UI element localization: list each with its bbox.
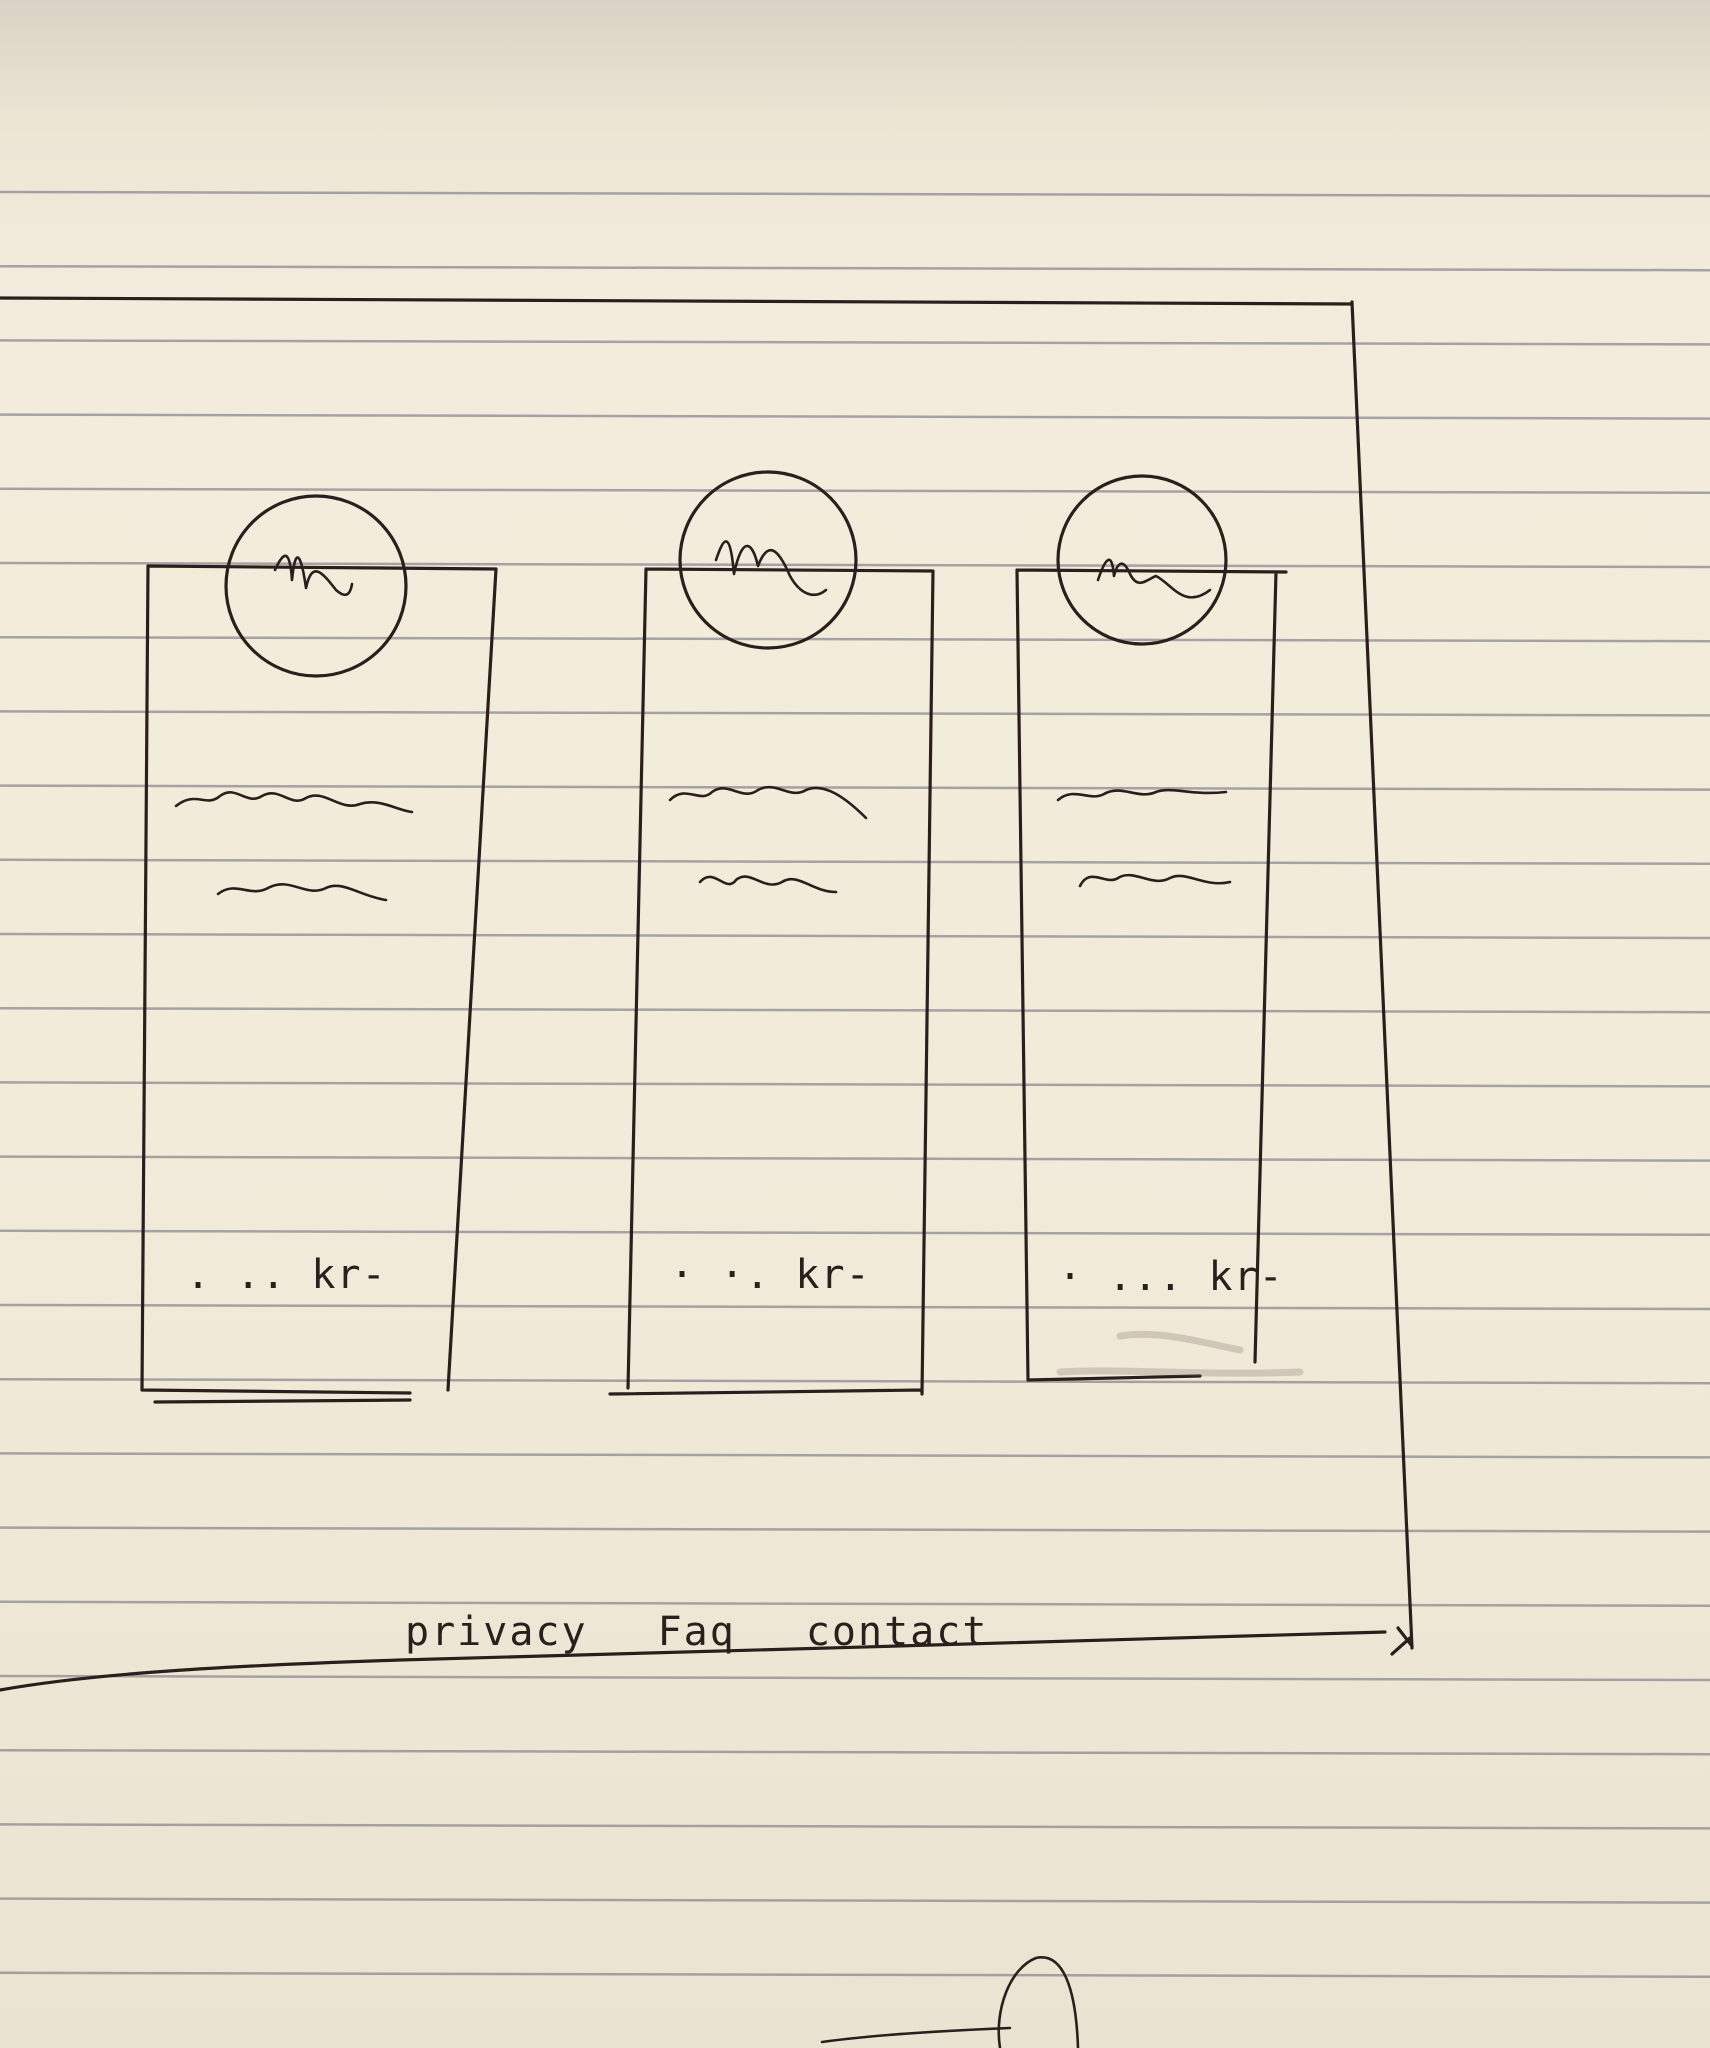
card-1-price: . .. kr- bbox=[186, 1252, 387, 1298]
footer-link-faq[interactable]: Faq bbox=[657, 1609, 736, 1655]
ruled-line bbox=[0, 1303, 1710, 1311]
ruled-line bbox=[0, 784, 1710, 791]
ruled-line bbox=[0, 1452, 1710, 1459]
ruled-line bbox=[0, 1081, 1710, 1088]
ruled-line bbox=[0, 1600, 1710, 1608]
ruled-line bbox=[0, 1897, 1710, 1904]
card-3-subtitle-line bbox=[1078, 873, 1232, 888]
ruled-line bbox=[0, 1377, 1710, 1385]
ruled-line bbox=[0, 1229, 1710, 1237]
ruled-line bbox=[0, 413, 1710, 420]
card-1[interactable] bbox=[140, 494, 498, 1404]
card-1-subtitle-line bbox=[216, 883, 388, 902]
bottom-doodle bbox=[820, 1956, 1080, 2048]
ruled-line bbox=[0, 190, 1710, 198]
card-3-avatar-icon bbox=[1056, 474, 1228, 646]
footer-link-contact[interactable]: contact bbox=[805, 1609, 989, 1655]
ruled-line bbox=[0, 1674, 1710, 1682]
footer-nav: privacy Faq contact bbox=[405, 1595, 1025, 1655]
card-3[interactable] bbox=[1015, 474, 1304, 1382]
ruled-line bbox=[0, 339, 1710, 346]
card-3-border bbox=[1015, 568, 1288, 1382]
ruled-line bbox=[0, 1006, 1710, 1014]
card-2-title-line bbox=[668, 785, 868, 820]
ruled-line bbox=[0, 1526, 1710, 1533]
card-2-price: · ·. kr- bbox=[670, 1252, 871, 1298]
ruled-line bbox=[0, 1155, 1710, 1162]
card-3-eraser-smudge bbox=[1056, 1330, 1304, 1377]
ruled-line bbox=[0, 487, 1710, 495]
ruled-line bbox=[0, 1823, 1710, 1830]
card-2-border bbox=[608, 567, 935, 1396]
card-1-border bbox=[140, 564, 498, 1404]
ruled-line bbox=[0, 932, 1710, 940]
card-3-price: · ... kr- bbox=[1058, 1254, 1284, 1300]
card-1-avatar-icon bbox=[224, 494, 408, 678]
card-3-title-line bbox=[1056, 788, 1228, 802]
ruled-line bbox=[0, 264, 1710, 272]
ruled-line bbox=[0, 858, 1710, 866]
footer-link-privacy[interactable]: privacy bbox=[405, 1609, 588, 1655]
ruled-line bbox=[0, 1971, 1710, 1979]
ruled-line bbox=[0, 1748, 1710, 1756]
ruled-line bbox=[0, 635, 1710, 643]
ruled-line bbox=[0, 710, 1710, 717]
card-2-subtitle-line bbox=[698, 875, 838, 894]
card-1-title-line bbox=[174, 791, 414, 814]
page-frame bbox=[0, 296, 1414, 1692]
card-2-avatar-icon bbox=[678, 470, 858, 650]
card-2[interactable] bbox=[608, 470, 935, 1396]
